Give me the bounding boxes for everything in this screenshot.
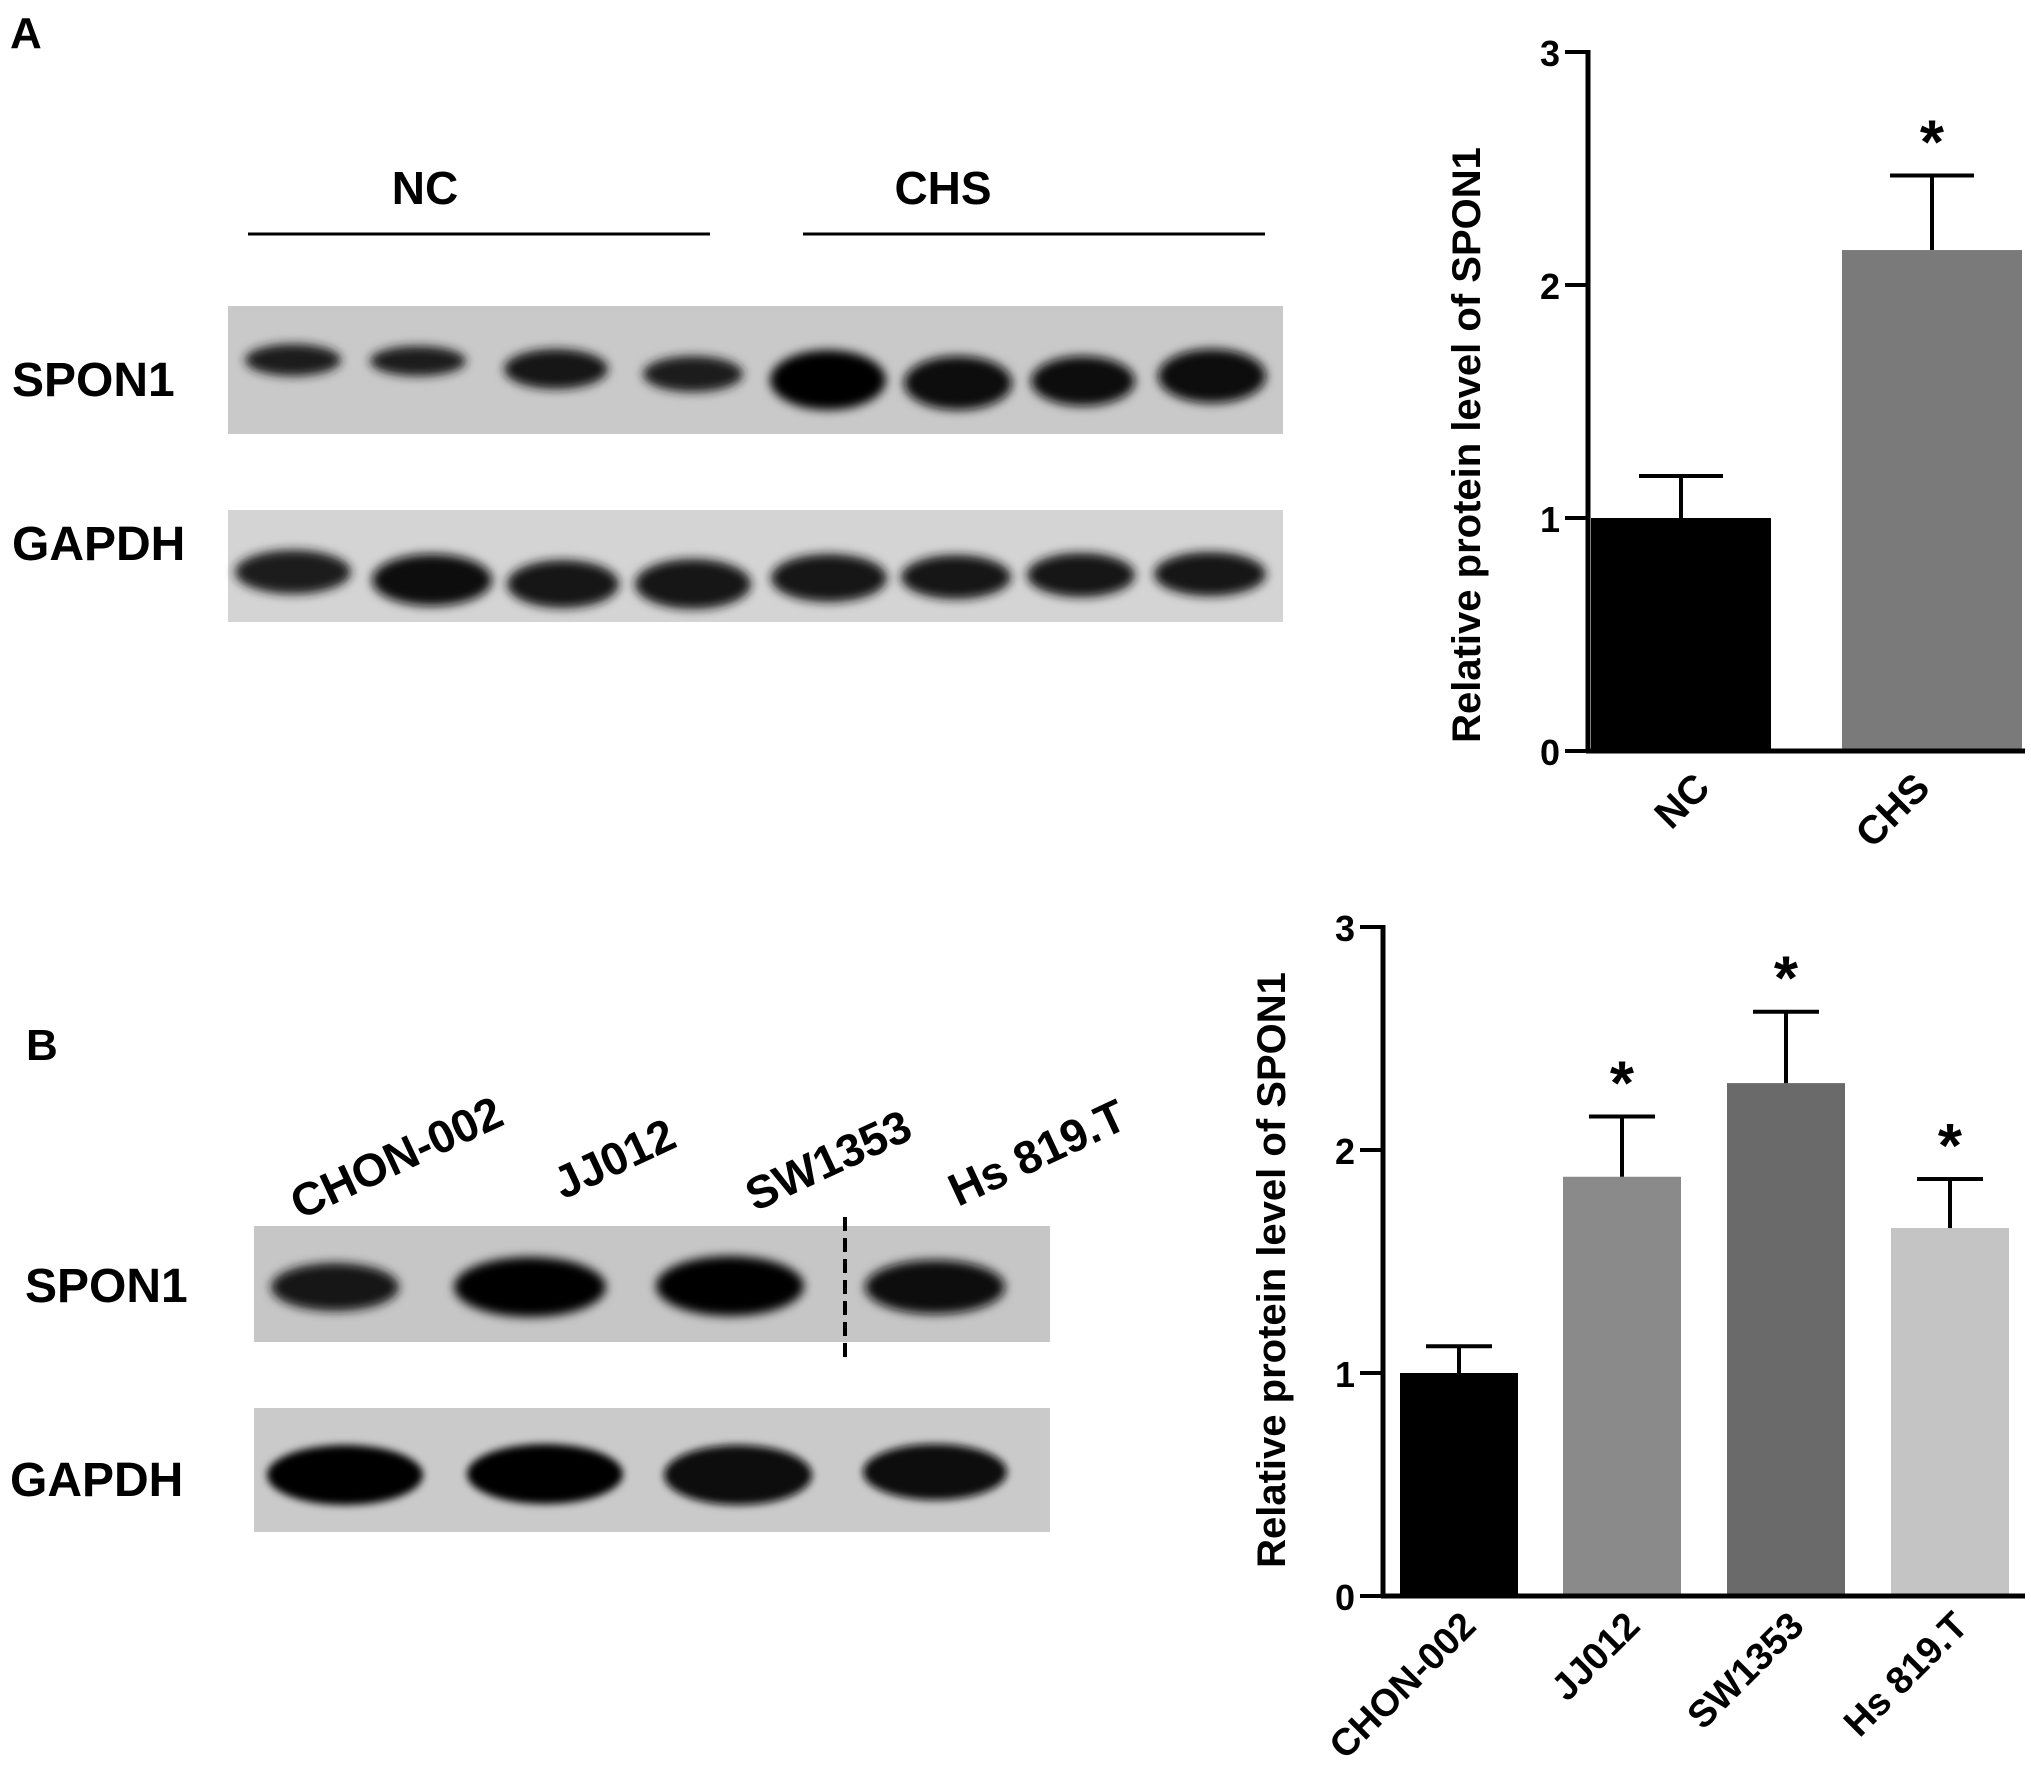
blot-b-gapdh-band <box>863 1444 1007 1500</box>
bar-chart-b-ytick-label: 1 <box>1335 1354 1355 1395</box>
blot-b-lane-label: Hs 819.T <box>940 1089 1133 1216</box>
bar-chart-a-yticks: 0 1 2 3 <box>1540 33 1560 773</box>
blot-b-row-gapdh: GAPDH <box>10 1454 183 1507</box>
bar-chart-b-ylabel: Relative protein level of SPON1 <box>1250 972 1294 1568</box>
blot-a-gapdh-bands <box>235 550 1266 609</box>
bar-chart-b-significance: * <box>1774 945 1799 1014</box>
bar-chart-b-xlabels: CHON-002 JJ012 SW1353 Hs 819.T <box>1322 1605 1977 1768</box>
bar-chart-b-ticks <box>1360 925 1383 1598</box>
bar-chart-a-ytick-label: 0 <box>1540 732 1560 773</box>
bar-chart-a: Relative protein level of SPON1 0 1 2 3 … <box>1445 33 2025 856</box>
bar-chart-a-bar <box>1591 518 1771 751</box>
bar-chart-a-ylabel: Relative protein level of SPON1 <box>1445 147 1489 743</box>
bar-chart-b-bar <box>1400 1373 1518 1596</box>
bar-chart-b-ytick-label: 2 <box>1335 1131 1355 1172</box>
bar-chart-b-yticks: 0 1 2 3 <box>1335 908 1355 1618</box>
blot-b-spon1-bands <box>271 1256 1005 1317</box>
blot-a-row-spon1: SPON1 <box>12 354 175 407</box>
blot-b-spon1-band <box>271 1263 399 1311</box>
blot-a-spon1-band <box>1158 349 1266 403</box>
blot-a-gapdh-band <box>235 550 351 594</box>
blot-a-group-chs: CHS <box>894 162 991 214</box>
blot-b-lane-label: SW1353 <box>737 1099 919 1221</box>
blot-a-spon1-band <box>504 349 608 389</box>
bar-chart-b-ytick-label: 3 <box>1335 908 1355 949</box>
blot-a-spon1-band <box>904 356 1012 410</box>
bar-chart-a-xlabels: NC CHS <box>1646 765 1938 856</box>
blot-b-spon1-band <box>656 1256 804 1316</box>
bar-chart-b-bar <box>1727 1083 1845 1596</box>
blot-a-spon1-band <box>1031 356 1135 406</box>
bar-chart-b-bars: * * * <box>1400 945 2009 1596</box>
bar-chart-a-ytick-label: 3 <box>1540 33 1560 74</box>
blot-b-row-spon1: SPON1 <box>25 1260 188 1313</box>
blot-a-gapdh-band <box>901 555 1011 599</box>
blot-a-gapdh-band <box>771 554 887 602</box>
blot-a-gapdh-band <box>372 554 492 606</box>
blot-a-gapdh-band <box>1154 552 1266 596</box>
blot-b-lane-label: JJ012 <box>545 1108 683 1209</box>
bar-chart-a-ytick-label: 1 <box>1540 499 1560 540</box>
bar-chart-a-ytick-label: 2 <box>1540 266 1560 307</box>
blot-b-gapdh-bands <box>267 1444 1007 1505</box>
bar-chart-a-bar <box>1842 250 2022 752</box>
bar-chart-a-bars: * <box>1591 108 2022 752</box>
blot-b: CHON-002 JJ012 SW1353 Hs 819.T SPON1 GAP… <box>10 1086 1134 1532</box>
blot-b-gapdh-band <box>467 1444 623 1504</box>
blot-a-spon1-band <box>643 356 743 392</box>
blot-a-gapdh-band <box>635 559 751 609</box>
bar-chart-a-xtick-label: NC <box>1646 765 1718 837</box>
bar-chart-b-significance: * <box>1938 1112 1963 1181</box>
blot-a-row-gapdh: GAPDH <box>12 518 185 571</box>
panel-label-a: A <box>10 9 42 58</box>
bar-chart-b-xtick-label: SW1353 <box>1680 1605 1813 1738</box>
bar-chart-b: Relative protein level of SPON1 0 1 2 3 … <box>1250 908 2025 1767</box>
blot-a-group-nc: NC <box>392 162 458 214</box>
blot-a-spon1-bands <box>245 344 1266 410</box>
blot-a-gapdh-band <box>507 560 619 608</box>
blot-a-spon1-band <box>770 350 886 410</box>
bar-chart-b-significance: * <box>1610 1050 1635 1119</box>
blot-b-gapdh-band <box>267 1445 423 1505</box>
bar-chart-a-xtick-label: CHS <box>1848 765 1939 856</box>
blot-b-lane-label: CHON-002 <box>282 1086 510 1229</box>
blot-a-spon1-band <box>245 344 341 376</box>
panel-label-b: B <box>26 1021 58 1070</box>
blot-a-gapdh-band <box>1027 553 1135 597</box>
blot-a: NC CHS SPON1 GAPDH <box>12 162 1283 622</box>
bar-chart-b-xtick-label: CHON-002 <box>1322 1605 1485 1768</box>
blot-b-gapdh-band <box>664 1445 812 1505</box>
bar-chart-b-ytick-label: 0 <box>1335 1577 1355 1618</box>
bar-chart-b-xtick-label: JJ012 <box>1544 1605 1648 1709</box>
bar-chart-b-xtick-label: Hs 819.T <box>1836 1605 1976 1745</box>
bar-chart-a-ticks <box>1565 50 1588 753</box>
bar-chart-a-significance: * <box>1920 108 1945 177</box>
bar-chart-b-bar <box>1891 1228 2009 1596</box>
blot-a-spon1-band <box>370 346 466 376</box>
blot-b-spon1-band <box>865 1260 1005 1314</box>
bar-chart-b-bar <box>1563 1176 1681 1596</box>
blot-b-spon1-band <box>454 1257 606 1317</box>
